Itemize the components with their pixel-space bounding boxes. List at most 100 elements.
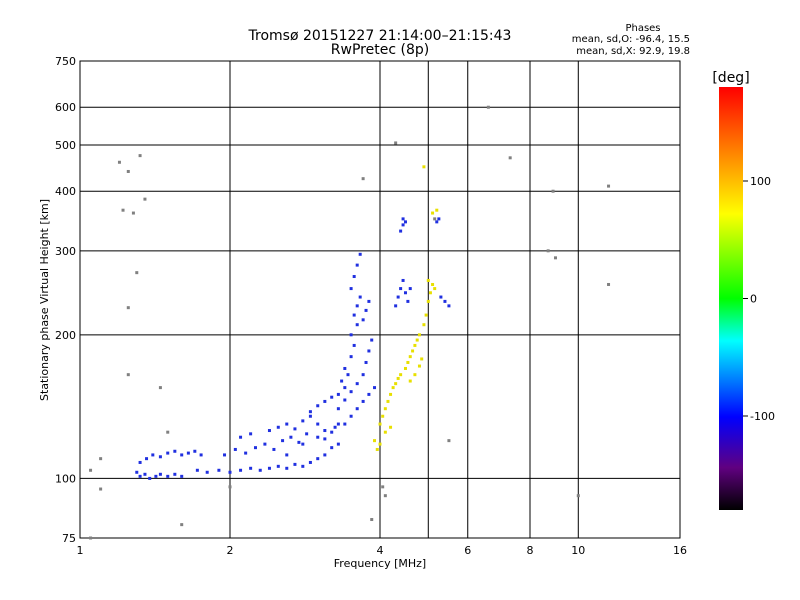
chart-subtitle: RwPretec (8p) <box>331 42 429 58</box>
data-point <box>272 447 276 451</box>
data-point <box>417 364 421 368</box>
data-point <box>396 376 400 380</box>
data-point <box>173 449 177 453</box>
colorbar-ticks: 100 0 -100 <box>743 175 775 423</box>
data-point <box>158 386 162 390</box>
data-point <box>375 447 379 451</box>
data-point <box>352 275 356 279</box>
data-point <box>422 165 426 169</box>
data-point <box>301 464 305 468</box>
data-point <box>396 295 400 299</box>
data-point <box>349 414 353 418</box>
data-point <box>355 263 359 267</box>
data-point <box>145 457 149 461</box>
data-point <box>403 366 407 370</box>
data-point <box>193 449 197 453</box>
data-point <box>323 437 327 441</box>
y-tick-label: 750 <box>55 55 76 68</box>
data-point <box>258 468 262 472</box>
data-point <box>217 468 221 472</box>
data-point <box>383 407 387 411</box>
plot-frame <box>79 60 681 539</box>
data-point <box>420 357 424 361</box>
data-point <box>378 442 382 446</box>
data-point <box>401 278 405 282</box>
data-point <box>308 410 312 414</box>
colorbar-tick-label: 0 <box>750 293 757 306</box>
data-point <box>126 306 130 310</box>
data-point <box>389 392 393 396</box>
data-point <box>408 355 412 359</box>
data-point <box>166 430 170 434</box>
data-point <box>289 435 293 439</box>
data-point <box>411 349 415 353</box>
data-point <box>244 451 248 455</box>
data-point <box>426 299 430 303</box>
data-point <box>435 208 439 212</box>
data-point <box>126 373 130 377</box>
data-point <box>343 398 347 402</box>
data-point <box>151 453 155 457</box>
data-point <box>316 457 320 461</box>
data-point <box>330 395 334 399</box>
data-point <box>413 373 417 377</box>
data-point <box>180 523 184 527</box>
data-point <box>364 360 368 364</box>
data-point <box>346 373 350 377</box>
data-point <box>173 472 177 476</box>
data-point <box>228 485 232 489</box>
data-point <box>408 379 412 383</box>
data-point <box>364 308 368 312</box>
data-point <box>199 453 203 457</box>
data-point <box>383 430 387 434</box>
data-point <box>99 487 103 491</box>
data-point <box>391 386 395 390</box>
data-point <box>486 105 490 109</box>
data-point <box>413 343 417 347</box>
data-point <box>195 468 199 472</box>
data-point <box>131 211 135 215</box>
data-point <box>99 457 103 461</box>
data-point <box>373 439 377 443</box>
data-point <box>399 229 403 233</box>
data-point <box>367 392 371 396</box>
data-point <box>383 494 387 498</box>
data-point <box>143 472 147 476</box>
data-point <box>424 313 428 317</box>
data-point <box>138 154 142 158</box>
data-point <box>186 451 190 455</box>
data-point <box>276 425 280 429</box>
data-point <box>166 451 170 455</box>
x-tick-label: 16 <box>673 544 687 557</box>
y-tick-label: 500 <box>55 139 76 152</box>
data-point <box>406 299 410 303</box>
data-point <box>381 485 385 489</box>
data-point <box>361 177 365 181</box>
data-point <box>439 295 443 299</box>
data-point <box>336 407 340 411</box>
data-point <box>343 422 347 426</box>
y-axis: 75 100 200 300 400 500 600 750 <box>55 55 76 545</box>
data-point <box>394 304 398 308</box>
data-point <box>223 453 227 457</box>
data-point <box>433 287 437 291</box>
x-axis-label: Frequency [MHz] <box>334 557 426 570</box>
data-point <box>447 304 451 308</box>
data-point <box>358 252 362 256</box>
data-point <box>355 323 359 327</box>
data-point <box>138 460 142 464</box>
grid-lines <box>79 60 681 539</box>
data-point <box>293 427 297 431</box>
data-point <box>406 360 410 364</box>
data-point <box>435 220 439 224</box>
data-point <box>607 282 611 286</box>
data-points <box>89 105 611 540</box>
data-point <box>323 453 327 457</box>
data-point <box>316 404 320 408</box>
data-point <box>431 282 435 286</box>
data-point <box>330 430 334 434</box>
data-point <box>180 453 184 457</box>
data-point <box>121 208 125 212</box>
data-point <box>316 435 320 439</box>
data-point <box>154 474 158 478</box>
